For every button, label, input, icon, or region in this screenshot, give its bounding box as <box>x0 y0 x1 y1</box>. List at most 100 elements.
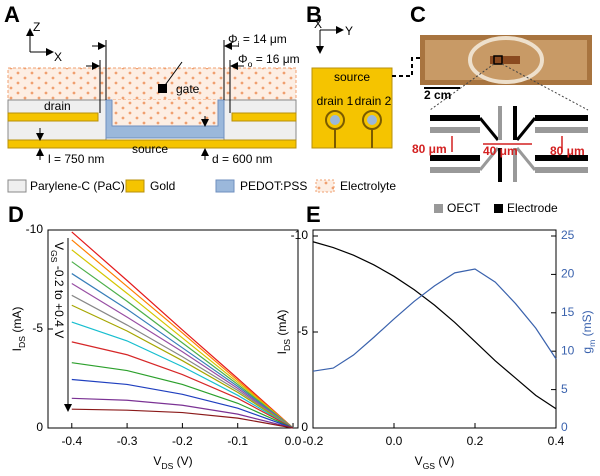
x-axis-label: VDS (V) <box>153 454 192 471</box>
panel-letter: C <box>410 2 426 27</box>
x-tick-label: -0.4 <box>61 434 82 448</box>
dimension-label: 80 μm <box>550 144 585 158</box>
annotation: VGS -0.2 to +0.4 V <box>49 242 66 338</box>
x-tick-label: -0.2 <box>303 434 324 448</box>
y-axis-label-part: I <box>10 348 24 351</box>
electrode-layout <box>430 106 588 182</box>
legend-swatch <box>434 204 443 213</box>
y2-axis-label-part: m <box>587 340 597 347</box>
y-axis-label-part: (mA) <box>10 307 24 336</box>
annotation-part: V <box>52 242 66 250</box>
x-axis-label: VGS (V) <box>415 454 455 471</box>
dimension-label-part: Φ <box>238 52 248 66</box>
x-tick-label: 0.2 <box>467 434 484 448</box>
legend-label: Electrode <box>507 201 558 215</box>
y-tick-label: -5 <box>297 324 308 338</box>
axis-label: X <box>54 50 62 64</box>
x-axis-label-part: V <box>153 454 161 468</box>
device-top-view <box>311 50 494 149</box>
dimension-label: d = 600 nm <box>212 152 272 166</box>
dimension-label: Φo = 16 μm <box>238 52 300 69</box>
panel-letter: E <box>306 202 321 227</box>
data-line <box>71 304 294 429</box>
dimension-label-part: i <box>238 39 240 49</box>
annotation-part: GS <box>49 250 59 263</box>
plot-frame <box>312 229 557 429</box>
y-axis-label-part: I <box>275 351 289 354</box>
x-axis-label-part: (V) <box>173 454 192 468</box>
axis-label: Y <box>345 24 353 38</box>
dimension-label: 80 μm <box>412 142 447 156</box>
x-axis-label-part: DS <box>161 461 173 471</box>
data-line <box>71 261 294 429</box>
data-line <box>312 241 557 410</box>
y-tick-label: -5 <box>32 321 43 335</box>
y-axis-label-part: (mA) <box>275 310 289 339</box>
legend-label: PEDOT:PSS <box>240 179 307 193</box>
axis-label: X <box>314 17 322 31</box>
y-axis-label-part: DS <box>17 336 27 348</box>
data-line <box>71 294 294 429</box>
x-tick-label: 0.0 <box>386 434 403 448</box>
dimension-label: Φi = 14 μm <box>228 32 287 49</box>
drain-label: drain <box>44 99 71 113</box>
y2-tick-label: 25 <box>561 228 575 242</box>
y-axis-label: IDS (mA) <box>275 310 292 355</box>
y2-axis-label-part: (mS) <box>580 310 594 339</box>
legend-swatch <box>215 179 235 193</box>
legend-swatch <box>494 204 503 213</box>
y-axis-label-part: DS <box>282 339 292 351</box>
y2-tick-label: 20 <box>561 267 575 281</box>
panel-letter: A <box>4 2 20 27</box>
scale-label: 2 cm <box>424 88 451 102</box>
data-line <box>71 273 294 429</box>
legend-swatch <box>315 179 335 193</box>
legend-label: OECT <box>447 201 481 215</box>
y-tick-label: 0 <box>301 420 308 434</box>
x-tick-label: -0.2 <box>172 434 193 448</box>
y2-axis-label-part: g <box>580 347 594 354</box>
legend-swatch <box>125 179 145 193</box>
drain-label: drain 2 <box>355 94 392 108</box>
dimension-label: 40 μm <box>483 144 518 158</box>
y-tick-label: -10 <box>26 222 44 236</box>
dimension-label-part: Φ <box>228 32 238 46</box>
data-line <box>312 268 557 372</box>
source-label: source <box>334 70 370 84</box>
data-line <box>71 362 294 429</box>
y2-axis-label: gm (mS) <box>580 310 597 353</box>
source-label: source <box>132 142 168 156</box>
x-tick-label: 0.4 <box>548 434 565 448</box>
gate-label: gate <box>176 82 200 96</box>
legend-label: Electrolyte <box>340 179 396 193</box>
panel-letter: D <box>8 202 24 227</box>
dimension-label: l = 750 nm <box>48 152 104 166</box>
legend-label: Parylene-C (PaC) <box>30 179 125 193</box>
legend-swatch <box>7 179 27 193</box>
data-line <box>71 282 294 429</box>
y2-tick-label: 0 <box>561 420 568 434</box>
y-tick-label: 0 <box>36 420 43 434</box>
dimension-label-part: = 16 μm <box>252 52 299 66</box>
y2-tick-label: 5 <box>561 382 568 396</box>
axes-icon <box>316 26 344 54</box>
y2-tick-label: 10 <box>561 343 575 357</box>
x-axis-label-part: (V) <box>435 454 454 468</box>
data-line <box>71 239 294 429</box>
data-line <box>71 321 294 429</box>
legend-label: Gold <box>150 179 175 193</box>
dimension-label-part: = 14 μm <box>240 32 287 46</box>
data-line <box>71 341 294 429</box>
data-line <box>71 378 294 429</box>
data-line <box>71 397 294 429</box>
x-axis-label-part: V <box>415 454 423 468</box>
x-tick-label: -0.3 <box>117 434 138 448</box>
data-line <box>71 231 294 429</box>
axis-label: Z <box>33 20 40 34</box>
drain-label: drain 1 <box>317 94 354 108</box>
x-tick-label: -0.1 <box>227 434 248 448</box>
device-cross-section <box>7 40 297 160</box>
data-line <box>71 249 294 429</box>
